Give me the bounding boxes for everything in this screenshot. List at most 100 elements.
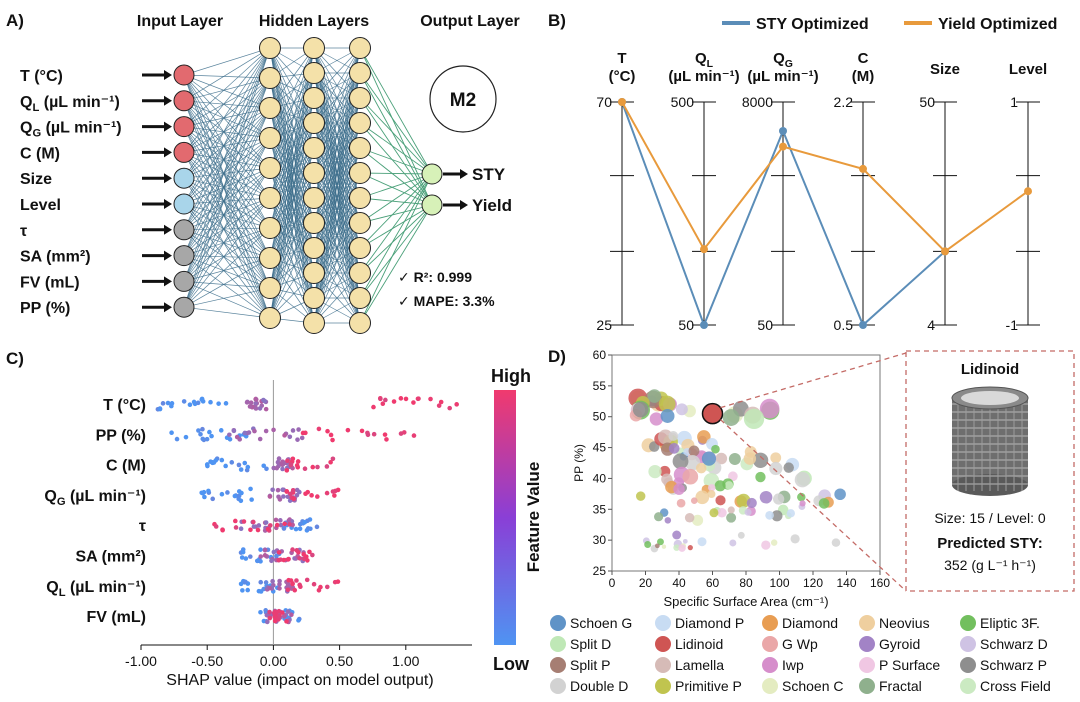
scatter-point xyxy=(831,538,841,547)
series-point xyxy=(1024,187,1032,196)
shap-point xyxy=(391,399,397,404)
legend-marker xyxy=(655,678,671,694)
scatter-point xyxy=(695,462,707,474)
shap-point xyxy=(262,547,268,553)
shap-point xyxy=(415,396,421,402)
shap-point xyxy=(232,493,238,499)
scatter-point xyxy=(728,453,741,465)
series-point xyxy=(859,164,867,173)
shap-point xyxy=(401,430,407,435)
legend-entry: G Wp xyxy=(782,636,818,652)
shap-point xyxy=(257,436,263,442)
hidden-node xyxy=(259,97,281,119)
scatter-point xyxy=(658,429,673,445)
shap-point xyxy=(454,402,459,407)
scatter-point xyxy=(661,544,667,549)
shap-point xyxy=(191,399,197,405)
shap-point xyxy=(242,430,248,436)
scatter-point xyxy=(687,545,693,551)
shap-point xyxy=(383,397,388,403)
shap-point xyxy=(274,522,280,528)
shap-point xyxy=(263,520,269,525)
shap-point xyxy=(258,579,264,585)
hidden-node xyxy=(303,162,325,184)
shap-point xyxy=(297,526,303,532)
scatter-point xyxy=(707,490,716,499)
axis-top-label: 70 xyxy=(596,94,612,110)
scatter-point xyxy=(654,543,660,549)
shap-point xyxy=(246,430,252,435)
legend-entry: Split D xyxy=(570,636,611,652)
inset-predicted-value: 352 (g L⁻¹ h⁻¹) xyxy=(944,557,1036,573)
shap-point xyxy=(296,427,301,432)
legend-entry: Schoen G xyxy=(570,615,632,631)
shap-point xyxy=(244,400,250,405)
shap-point xyxy=(223,463,228,469)
shap-point xyxy=(291,496,297,501)
inset-predicted-label: Predicted STY: xyxy=(937,535,1043,552)
inset-title: Lidinoid xyxy=(961,361,1019,378)
shap-point xyxy=(258,547,263,552)
scatter-point xyxy=(690,497,698,504)
shap-point xyxy=(209,433,214,439)
series-point xyxy=(700,245,708,254)
hidden-node xyxy=(303,287,325,309)
x-tick-label: 80 xyxy=(739,576,753,590)
shap-point xyxy=(218,428,224,433)
scatter-point xyxy=(783,462,794,473)
legend-entry: Primitive P xyxy=(675,678,742,694)
scatter-point xyxy=(744,508,752,516)
legend-marker xyxy=(550,657,566,673)
output-layer-title: Output Layer xyxy=(420,13,520,30)
input-label: Level xyxy=(20,197,61,214)
scatter-point xyxy=(715,495,726,506)
input-layer-title: Input Layer xyxy=(137,13,223,30)
legend-entry: Neovius xyxy=(879,615,930,631)
legend-sty: STY Optimized xyxy=(756,16,869,33)
scatter-point xyxy=(729,539,737,547)
shap-point xyxy=(240,588,245,593)
scatter-point xyxy=(773,493,785,505)
hidden-node xyxy=(303,87,325,109)
shap-point xyxy=(294,548,300,553)
shap-point xyxy=(199,397,205,402)
input-label: τ xyxy=(20,223,27,240)
shap-point xyxy=(236,462,242,468)
shap-point xyxy=(324,490,330,496)
shap-point xyxy=(231,428,237,434)
scatter-point xyxy=(717,507,727,518)
shap-point xyxy=(398,396,404,401)
shap-point xyxy=(287,522,292,527)
shap-point xyxy=(245,464,251,470)
shap-point xyxy=(284,468,290,473)
shap-point xyxy=(378,396,383,402)
shap-point xyxy=(198,431,203,437)
panel-d-label: D) xyxy=(548,347,566,366)
axis-title-unit: (M) xyxy=(852,68,875,85)
shap-point xyxy=(307,549,312,555)
legend-marker xyxy=(762,678,778,694)
hidden-node xyxy=(303,262,325,284)
legend-marker xyxy=(655,657,671,673)
input-node xyxy=(173,270,195,292)
input-arrowhead xyxy=(164,70,172,80)
shap-point xyxy=(330,437,335,443)
hidden-node xyxy=(349,112,371,134)
legend-marker xyxy=(859,636,875,652)
shap-point xyxy=(258,554,263,559)
highlight-point xyxy=(701,402,724,425)
shap-point xyxy=(315,494,320,499)
scatter-point xyxy=(770,452,782,464)
shap-point xyxy=(219,457,225,463)
panel-a-network: A) Input Layer Hidden Layers Output Layer T … xyxy=(6,11,520,334)
scatter-point xyxy=(769,461,783,476)
axis-title: T xyxy=(617,50,626,67)
scatter-point xyxy=(668,443,680,454)
shap-point xyxy=(210,496,216,502)
input-node xyxy=(173,296,195,318)
axis-title: QL xyxy=(695,50,714,70)
scatter-point xyxy=(737,531,745,539)
scatter-point xyxy=(664,517,672,524)
shap-point xyxy=(324,464,330,469)
